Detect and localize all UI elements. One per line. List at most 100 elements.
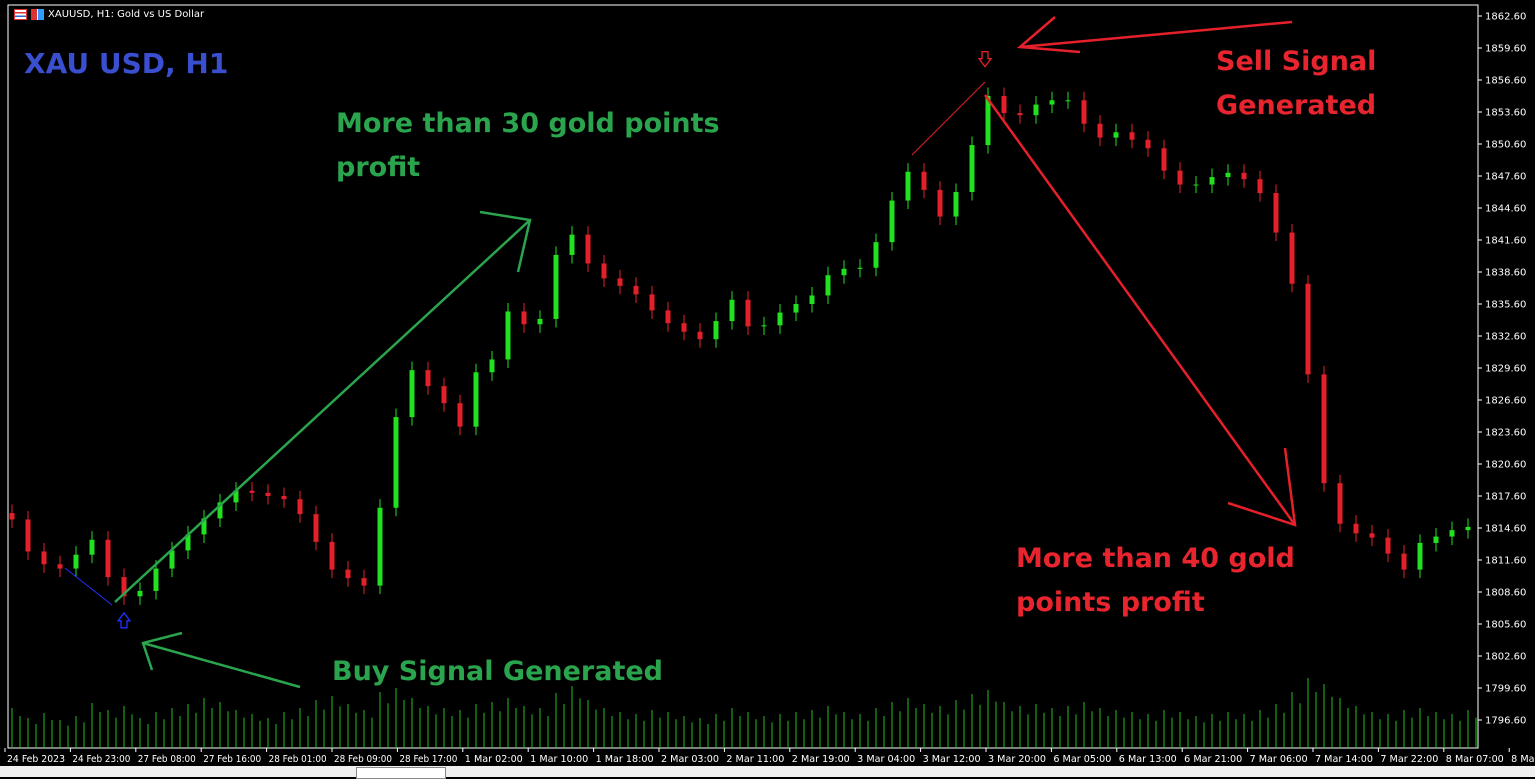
candle [489, 350, 495, 381]
candle [953, 183, 959, 226]
candle-body [185, 534, 191, 551]
candle [1177, 162, 1183, 194]
y-tick-label: 1811.60 [1485, 556, 1526, 567]
candle [1049, 91, 1055, 114]
candle-body [281, 496, 287, 500]
candle-body [1177, 170, 1183, 185]
candle [25, 510, 31, 561]
candle-body [1017, 113, 1023, 116]
candle [585, 226, 591, 273]
candle [729, 291, 735, 330]
candle-body [377, 507, 383, 586]
candle [121, 568, 127, 605]
candle [265, 484, 271, 505]
candle-body [457, 403, 463, 427]
candle-body [697, 331, 703, 340]
candle [201, 509, 207, 543]
candle-body [601, 263, 607, 279]
candle [1017, 104, 1023, 124]
x-tick-label: 7 Mar 06:00 [1250, 754, 1308, 765]
buy-pointer-arrow [142, 641, 301, 689]
candle-body [345, 569, 351, 579]
x-tick-label: 6 Mar 05:00 [1053, 754, 1111, 765]
candle-body [25, 519, 31, 552]
buy-signal-annotation: Buy Signal Generated [332, 656, 664, 687]
symbol-label: XAU USD, H1 [24, 47, 229, 80]
candle [1001, 87, 1007, 122]
candle-body [1129, 132, 1135, 140]
x-tick-label: 2 Mar 03:00 [661, 754, 719, 765]
horizontal-scrollbar[interactable] [0, 766, 1535, 779]
candle [9, 504, 15, 529]
candle [1209, 168, 1215, 194]
candle-body [713, 321, 719, 340]
candle-body [57, 564, 63, 569]
candle-body [921, 171, 927, 190]
candle-body [201, 518, 207, 535]
candle-body [361, 578, 367, 586]
y-tick-label: 1844.60 [1485, 204, 1526, 215]
candle-body [473, 372, 479, 427]
candle-body [1209, 177, 1215, 185]
x-tick-label: 6 Mar 13:00 [1119, 754, 1177, 765]
x-tick-label: 3 Mar 20:00 [988, 754, 1046, 765]
candle-body [1001, 96, 1007, 114]
candle-body [1065, 100, 1071, 102]
y-tick-label: 1841.60 [1485, 236, 1526, 247]
candle [1401, 545, 1407, 579]
candle [505, 302, 511, 369]
candle-body [969, 145, 975, 193]
candle [393, 408, 399, 517]
sell-profit-annotation: More than 40 gold points profit [1016, 543, 1295, 618]
scrollbar-thumb[interactable] [356, 767, 446, 779]
x-tick-label: 28 Feb 09:00 [334, 754, 392, 765]
candle [457, 394, 463, 436]
candle [921, 163, 927, 199]
y-tick-label: 1835.60 [1485, 300, 1526, 311]
y-tick-label: 1850.60 [1485, 140, 1526, 151]
x-tick-label: 3 Mar 12:00 [923, 754, 981, 765]
y-tick-label: 1817.60 [1485, 492, 1526, 503]
candle [1161, 139, 1167, 180]
candle [345, 561, 351, 587]
candle-body [1385, 537, 1391, 554]
candle-body [1193, 184, 1199, 186]
candle-body [233, 490, 239, 503]
candle-body [1145, 139, 1151, 149]
candle-body [633, 285, 639, 295]
arrowhead [1016, 16, 1081, 54]
candle [57, 555, 63, 578]
candle-body [329, 541, 335, 570]
candle [137, 582, 143, 605]
candle [857, 259, 863, 278]
chart-type-icon[interactable] [31, 8, 44, 20]
candle [937, 181, 943, 226]
y-tick-label: 1853.60 [1485, 108, 1526, 119]
candle [233, 482, 239, 511]
candle [73, 546, 79, 578]
x-tick-label: 8 Mar 15:00 [1511, 754, 1535, 765]
y-tick-label: 1826.60 [1485, 396, 1526, 407]
candle-body [153, 568, 159, 591]
candle-body [873, 242, 879, 268]
candle-body [937, 189, 943, 217]
candle [1257, 170, 1263, 202]
y-tick-label: 1829.60 [1485, 364, 1526, 375]
candle [89, 531, 95, 564]
candle-body [985, 96, 991, 146]
candle-body [409, 370, 415, 418]
candle-body [1369, 533, 1375, 538]
candle [1113, 123, 1119, 147]
sell-move-arrow [983, 94, 1297, 526]
candle [1065, 91, 1071, 109]
y-tick-label: 1832.60 [1485, 332, 1526, 343]
candle [297, 490, 303, 523]
candle-body [681, 323, 687, 332]
x-tick-label: 3 Mar 04:00 [857, 754, 915, 765]
candle-body [553, 254, 559, 319]
candle-body [569, 234, 575, 255]
x-tick-label: 6 Mar 21:00 [1184, 754, 1242, 765]
candle-body [1401, 553, 1407, 570]
chart-window-icon [14, 8, 27, 20]
